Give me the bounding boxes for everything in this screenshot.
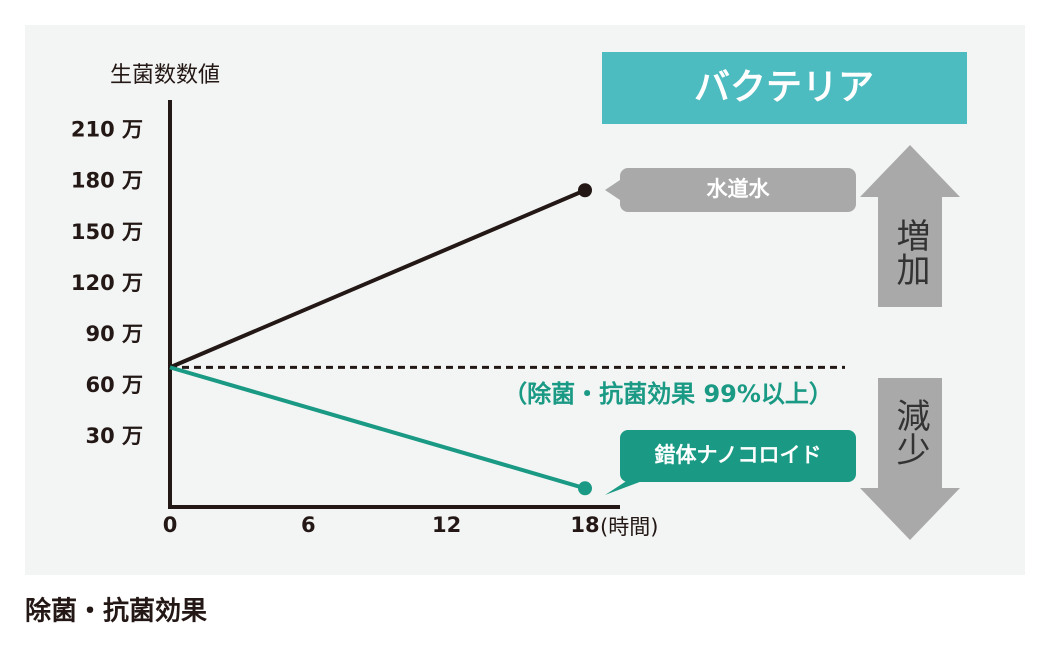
x-axis-label: (時間): [600, 515, 658, 539]
y-tick-label: 150 万: [71, 220, 143, 244]
series-label: 錯体ナノコロイド: [655, 443, 822, 467]
y-tick-label: 180 万: [71, 169, 143, 193]
y-tick-label: 60 万: [85, 373, 143, 397]
series-label-pointer: [605, 180, 620, 200]
end-marker: [578, 183, 592, 198]
y-tick-label: 210 万: [71, 118, 143, 142]
y-tick-label: 30 万: [85, 424, 143, 448]
series-label-box: [620, 430, 856, 482]
x-tick-label: 0: [163, 513, 178, 537]
header: バクテリア: [694, 67, 874, 108]
y-tick-label: 120 万: [71, 271, 143, 295]
y-tick-label: 90 万: [85, 322, 143, 346]
end-marker: [578, 481, 592, 496]
header-box: [602, 52, 967, 124]
up-label: 増加: [890, 218, 930, 286]
caption: 除菌・抗菌効果: [25, 596, 207, 627]
series-label: 水道水: [707, 177, 771, 201]
x-tick-label: 6: [301, 513, 316, 537]
series-line: [169, 365, 586, 491]
series-label-pointer: [605, 480, 645, 495]
x-tick-label: 12: [432, 513, 461, 537]
down-arrow: [860, 378, 960, 540]
series-label-box: [620, 168, 856, 212]
y-axis-label: 生菌数数値: [110, 63, 220, 88]
down-label: 減少: [890, 398, 930, 466]
series-line: [169, 188, 586, 370]
up-arrow: [860, 145, 960, 307]
annotation: （除菌・抗菌効果 99%以上）: [503, 380, 833, 408]
x-tick-label: 18: [570, 513, 599, 537]
